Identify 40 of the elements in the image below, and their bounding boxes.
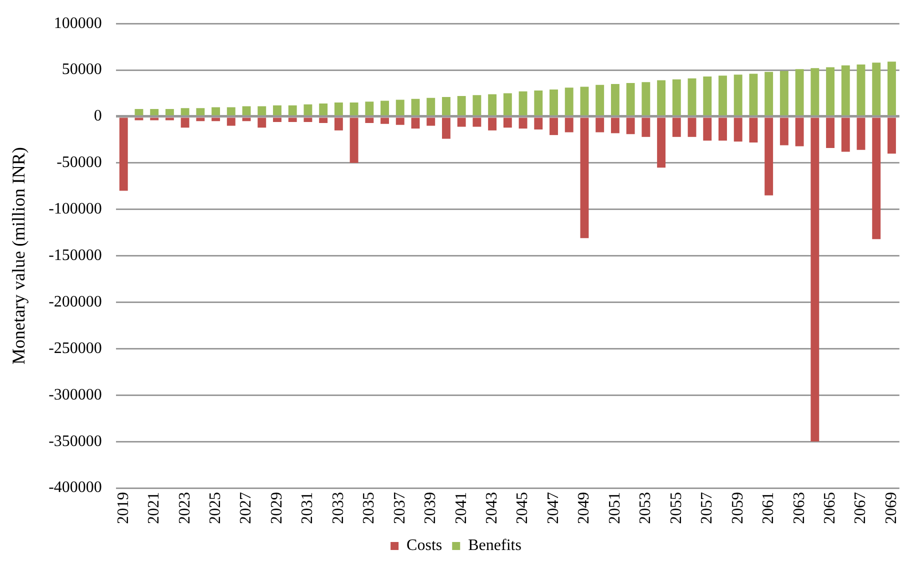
- y-tick-label: -150000: [48, 247, 102, 264]
- x-tick-label: 2067: [852, 492, 870, 524]
- x-tick-label: 2039: [422, 492, 440, 524]
- x-tick-label: 2043: [484, 492, 501, 524]
- x-tick-label: 2021: [146, 492, 163, 524]
- x-tick-label: 2053: [637, 492, 654, 524]
- y-tick-label: 100000: [54, 14, 102, 32]
- x-tick-label: 2019: [114, 492, 132, 524]
- x-tick-label: 2023: [176, 492, 194, 524]
- x-tick-label: 2035: [360, 492, 378, 524]
- y-tick-label: 50000: [62, 61, 102, 78]
- x-tick-label: 2055: [668, 492, 685, 524]
- x-tick-label: 2029: [268, 492, 286, 524]
- x-tick-label: 2037: [391, 492, 408, 524]
- y-tick-label: -300000: [48, 386, 102, 404]
- y-tick-label: -50000: [56, 154, 102, 172]
- x-tick-label: 2063: [790, 492, 808, 524]
- y-tick-label: -250000: [48, 340, 102, 357]
- legend-label: Costs: [406, 537, 442, 554]
- x-tick-label: 2027: [238, 492, 255, 524]
- x-tick-label: 2041: [452, 492, 470, 524]
- x-tick-label: 2025: [206, 492, 224, 524]
- x-tick-label: 2033: [330, 492, 347, 524]
- x-tick-label: 2065: [821, 492, 838, 524]
- x-tick-label: 2045: [514, 492, 532, 524]
- x-tick-label: 2061: [760, 492, 778, 524]
- legend-label: Benefits: [468, 537, 522, 554]
- y-tick-label: 0: [94, 108, 102, 125]
- x-tick-label: 2047: [544, 492, 562, 524]
- y-tick-label: -200000: [48, 293, 102, 310]
- y-axis-title: Monetary value (million INR): [8, 147, 29, 365]
- y-tick-label: -400000: [48, 479, 102, 496]
- x-tick-label: 2057: [698, 492, 716, 524]
- x-tick-label: 2031: [299, 492, 316, 524]
- x-tick-label: 2051: [606, 492, 624, 524]
- x-tick-label: 2069: [882, 492, 900, 524]
- y-tick-label: -100000: [48, 200, 102, 218]
- x-tick-label: 2059: [729, 492, 746, 524]
- x-tick-label: 2049: [576, 492, 593, 524]
- y-tick-label: -350000: [48, 432, 102, 450]
